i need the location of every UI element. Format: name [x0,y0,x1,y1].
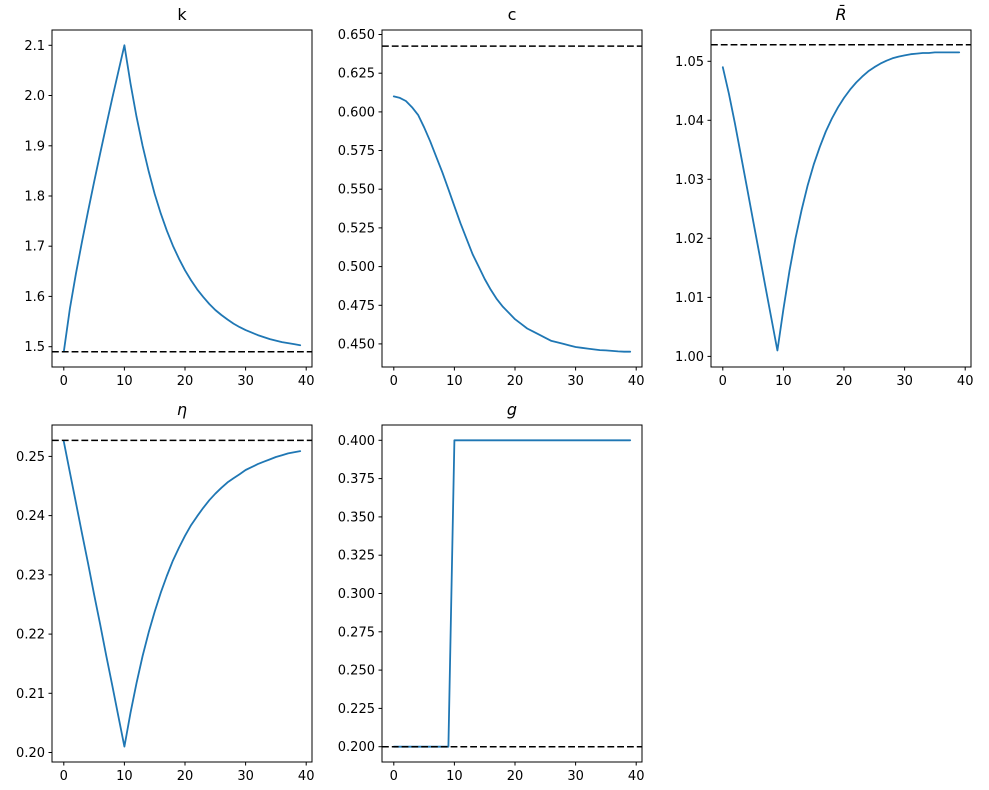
axes-frame [51,424,313,763]
subplot-title: η [177,400,187,419]
y-tick-label: 1.6 [24,290,45,305]
x-tick-label: 10 [775,374,792,389]
x-tick-label: 0 [719,374,727,389]
y-tick-label: 0.525 [338,221,375,236]
x-tick-label: 0 [390,769,398,784]
y-tick-label: 1.9 [24,139,45,154]
subplot-title: k [177,5,187,24]
x-tick-label: 0 [60,374,68,389]
y-tick-label: 1.5 [24,340,45,355]
y-tick-label: 0.250 [338,664,375,679]
x-tick-label: 0 [60,769,68,784]
y-tick-label: 0.475 [338,299,375,314]
y-tick-label: 2.1 [24,39,45,54]
y-tick-label: 0.300 [338,587,375,602]
y-tick-label: 1.03 [675,173,704,188]
x-tick-label: 40 [628,769,645,784]
subplot-r-bar: 0 10 20 30 40 1.00 1.01 1.02 1.03 1.04 1.05 R̄ [675,5,974,389]
y-tick-label: 0.600 [338,105,375,120]
x-tick-label: 40 [628,374,645,389]
subplot-eta: 0 10 20 30 40 0.20 0.21 0.22 0.23 0.24 0.25 η [16,400,315,784]
y-tick-label: 0.650 [338,28,375,43]
x-tick-label: 40 [298,374,315,389]
y-tick-label: 1.04 [675,114,704,129]
x-tick-label: 10 [116,374,133,389]
y-tick-label: 0.350 [338,510,375,525]
x-tick-label: 10 [446,374,463,389]
subplot-g: 0 10 20 30 40 0.200 0.225 0.250 0.275 0.300 0.325 0… [338,400,645,784]
x-tick-label: 20 [177,769,194,784]
subplot-title: c [508,5,517,24]
y-tick-label: 2.0 [24,89,45,104]
x-tick-label: 40 [957,374,974,389]
x-tick-label: 20 [507,374,524,389]
y-tick-label: 1.01 [675,291,704,306]
subplot-c: 0 10 20 30 40 0.450 0.475 0.500 0.525 0.550 0.575 0… [338,5,645,389]
axes-frame [51,29,313,368]
y-tick-label: 1.00 [675,350,704,365]
y-tick-label: 0.24 [16,509,45,524]
subplot-title: R̄ [835,5,846,24]
y-tick-label: 0.500 [338,260,375,275]
series-line [392,439,632,748]
y-tick-label: 1.7 [24,240,45,255]
x-tick-label: 20 [836,374,853,389]
y-tick-label: 0.550 [338,183,375,198]
y-tick-label: 0.200 [338,740,375,755]
x-tick-label: 10 [446,769,463,784]
x-tick-label: 20 [177,374,194,389]
y-tick-label: 0.225 [338,702,375,717]
x-tick-label: 40 [298,769,315,784]
y-tick-label: 1.02 [675,232,704,247]
y-tick-label: 0.275 [338,625,375,640]
y-tick-label: 1.05 [675,55,704,70]
y-tick-label: 0.20 [16,746,45,761]
y-tick-label: 0.325 [338,549,375,564]
y-tick-label: 0.625 [338,67,375,82]
series-line [62,440,302,748]
y-tick-label: 0.575 [338,144,375,159]
x-tick-label: 30 [237,769,254,784]
y-tick-label: 0.400 [338,434,375,449]
axes-frame [381,29,643,368]
y-tick-label: 1.8 [24,190,45,205]
subplot-k: 0 10 20 30 40 1.5 1.6 1.7 1.8 1.9 2.0 2.1 k [24,5,315,389]
x-tick-label: 30 [567,374,584,389]
y-tick-label: 0.450 [338,337,375,352]
y-tick-label: 0.22 [16,628,45,643]
series-line [721,51,961,352]
y-tick-label: 0.23 [16,568,45,583]
y-tick-label: 0.25 [16,450,45,465]
y-tick-label: 0.21 [16,687,45,702]
axes-frame [710,29,972,368]
x-tick-label: 30 [567,769,584,784]
x-tick-label: 20 [507,769,524,784]
series-line [392,95,632,353]
axes-frame [381,424,643,763]
x-tick-label: 30 [237,374,254,389]
subplot-title: g [507,400,517,419]
series-line [62,44,302,353]
y-tick-label: 0.375 [338,472,375,487]
x-tick-label: 0 [390,374,398,389]
x-tick-label: 30 [896,374,913,389]
x-tick-label: 10 [116,769,133,784]
